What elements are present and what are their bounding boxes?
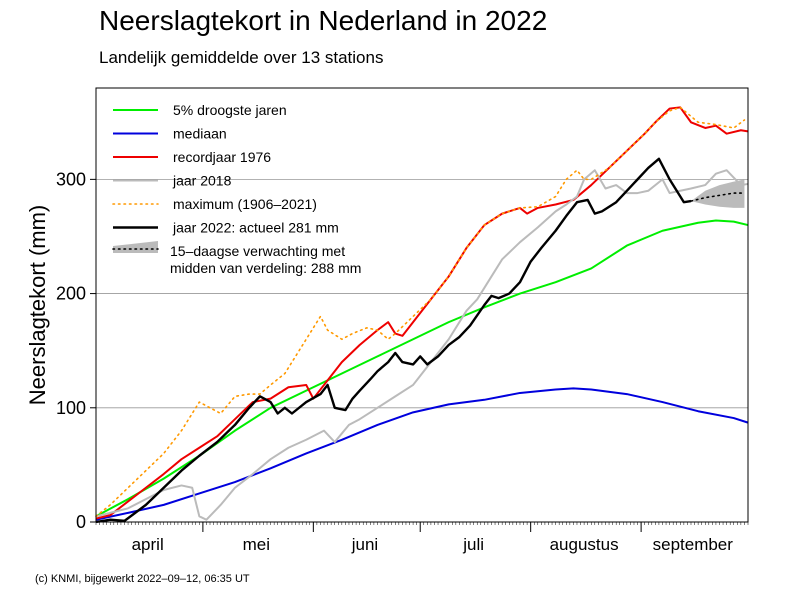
legend-label-y2018: jaar 2018 bbox=[172, 173, 232, 189]
forecast-band bbox=[690, 179, 745, 208]
legend-label-max: maximum (1906–2021) bbox=[173, 196, 317, 212]
legend-label-forecast-line2: midden van verdeling: 288 mm bbox=[170, 260, 361, 276]
x-axis-ticks: april mei juni juli augustus september bbox=[95, 522, 749, 554]
legend-label-median: mediaan bbox=[173, 126, 227, 142]
legend-swatch-band bbox=[113, 241, 158, 253]
y-axis-ticks: 0 100 200 300 bbox=[56, 169, 96, 532]
legend-label-y1976: recordjaar 1976 bbox=[173, 149, 271, 165]
series-line-max bbox=[95, 106, 746, 518]
y-tick-label: 0 bbox=[76, 512, 86, 532]
y-tick-label: 100 bbox=[56, 398, 86, 418]
y-tick-label: 200 bbox=[56, 284, 86, 304]
series-line-y2018 bbox=[95, 169, 749, 521]
footer-credit: (c) KNMI, bijgewerkt 2022–09–12, 06:35 U… bbox=[35, 573, 250, 585]
chart-title: Neerslagtekort in Nederland in 2022 bbox=[99, 5, 547, 36]
series-lines bbox=[95, 106, 749, 524]
series-line-y1976 bbox=[95, 106, 749, 520]
plot-frame bbox=[95, 87, 749, 523]
month-label: september bbox=[653, 535, 734, 554]
legend-label-forecast: 15–daagse verwachting met bbox=[170, 243, 345, 259]
legend-label-y2022: jaar 2022: actueel 281 mm bbox=[172, 220, 339, 236]
month-label: juni bbox=[351, 535, 378, 554]
forecast-range-band bbox=[690, 179, 745, 208]
month-label: juli bbox=[462, 535, 484, 554]
series-line-y2022 bbox=[95, 157, 692, 524]
legend: 5% droogste jaren mediaan recordjaar 1976 j… bbox=[112, 102, 361, 276]
y-tick-label: 300 bbox=[56, 169, 86, 189]
chart-subtitle: Landelijk gemiddelde over 13 stations bbox=[99, 48, 383, 67]
y-axis-label: Neerslagtekort (mm) bbox=[25, 205, 50, 405]
legend-label-top5: 5% droogste jaren bbox=[173, 102, 287, 118]
month-label: april bbox=[132, 535, 164, 554]
gridlines bbox=[96, 178, 748, 409]
month-label: mei bbox=[243, 535, 270, 554]
series-line-median bbox=[95, 387, 749, 521]
series-line-forecast bbox=[690, 192, 746, 202]
month-label: augustus bbox=[550, 535, 619, 554]
